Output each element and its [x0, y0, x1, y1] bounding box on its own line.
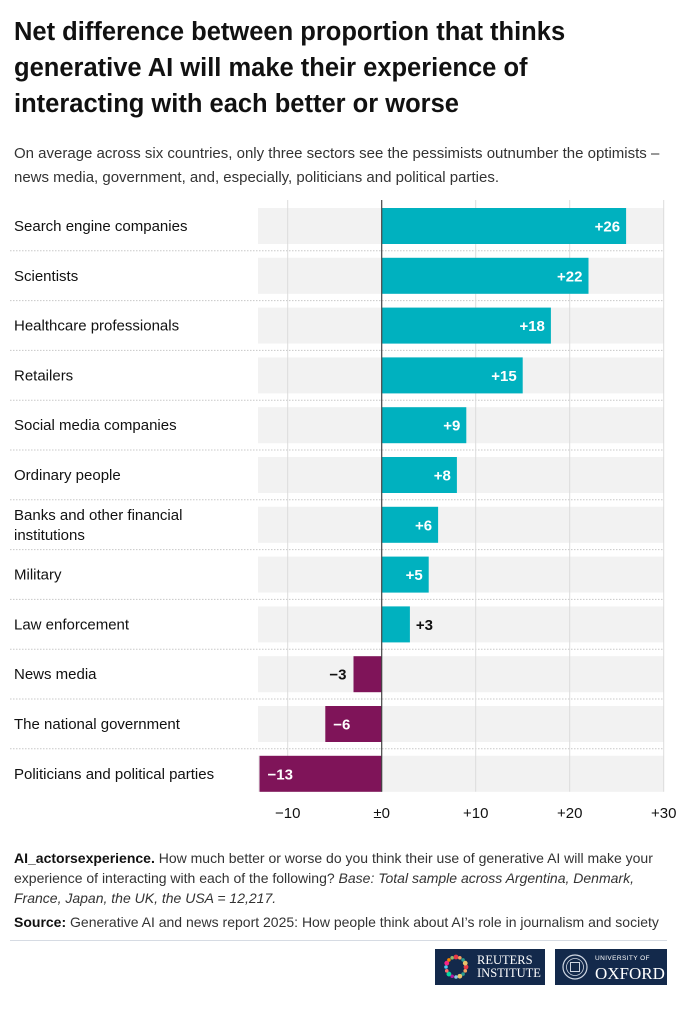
- bar: [381, 208, 627, 244]
- bar: [381, 606, 410, 643]
- chart-title: Net difference between proportion that t…: [14, 18, 566, 118]
- x-tick-label: +30: [651, 805, 676, 822]
- bar: [381, 506, 439, 543]
- value-label: +8: [434, 468, 451, 485]
- category-label-line: Search engine companies: [14, 218, 187, 235]
- bar: [381, 257, 589, 294]
- category-label: Ordinary people: [14, 467, 121, 484]
- divider: [10, 940, 667, 941]
- reuters-institute-logo: REUTERS INSTITUTE: [435, 949, 545, 985]
- logo-dot: [446, 971, 452, 977]
- category-label: Politicians and political parties: [14, 766, 214, 783]
- value-label: +15: [491, 368, 516, 385]
- bar-chart: −10 ±0 +10 +20 +30 Search engine companies +26…: [10, 200, 676, 822]
- logo-dot: [447, 958, 451, 962]
- logo-dot: [444, 960, 450, 966]
- value-label: +9: [443, 418, 460, 435]
- bar: [353, 656, 382, 693]
- row-background: [258, 656, 664, 693]
- logo-dot: [463, 969, 468, 973]
- reuters-dots-icon: [444, 954, 469, 979]
- category-label-line: Scientists: [14, 268, 78, 285]
- logo-dot: [462, 960, 468, 966]
- logo-dot: [450, 974, 454, 979]
- category-label: Banks and other financial institutions: [14, 507, 182, 544]
- row-background: [258, 706, 664, 742]
- x-tick-label: +20: [557, 805, 582, 822]
- bar: [381, 407, 467, 444]
- category-label: Search engine companies: [14, 218, 187, 235]
- value-label: +3: [416, 617, 433, 634]
- category-label: News media: [14, 666, 97, 683]
- logos-row: REUTERS INSTITUTE UNIVERSITY OF OXFORD: [14, 949, 667, 995]
- note-text: How much better or worse do you think th…: [14, 850, 653, 886]
- category-label: Social media companies: [14, 417, 177, 434]
- row-background: [258, 556, 664, 593]
- bar: [381, 556, 429, 593]
- category-label-line: Law enforcement: [14, 616, 130, 633]
- category-label-line: Military: [14, 567, 62, 584]
- category-label-line: The national government: [14, 716, 181, 733]
- x-tick-label: ±0: [373, 805, 390, 822]
- source-note: Source: Generative AI and news report 20…: [14, 912, 664, 932]
- question-note: AI_actorsexperience. How much better or …: [14, 848, 664, 908]
- category-label-line: Retailers: [14, 367, 73, 384]
- row-background: [258, 457, 664, 493]
- category-label-line: News media: [14, 666, 97, 683]
- logo-dot: [461, 972, 465, 976]
- category-label: Healthcare professionals: [14, 318, 179, 335]
- value-label: +22: [557, 268, 582, 285]
- logo-text: REUTERS: [477, 953, 533, 967]
- logo-dot: [444, 965, 448, 969]
- logo-dot: [450, 955, 454, 960]
- source-label: Source:: [14, 914, 67, 930]
- value-label: +18: [519, 318, 544, 335]
- row-background: [258, 506, 664, 543]
- logo-dot: [444, 969, 449, 973]
- oxford-logo: UNIVERSITY OF OXFORD: [555, 949, 667, 985]
- value-label: −3: [329, 667, 346, 684]
- category-label: Scientists: [14, 268, 78, 285]
- chart-subtitle: On average across six countries, only th…: [14, 145, 660, 186]
- category-label: Military: [14, 567, 62, 584]
- x-tick-label: +10: [463, 805, 488, 822]
- note-base: Base: Total sample across Argentina, Den…: [14, 870, 634, 906]
- value-label: −13: [268, 766, 293, 783]
- value-label: −6: [333, 717, 350, 734]
- logo-dot: [454, 975, 458, 979]
- logo-dot: [461, 958, 465, 962]
- bar: [381, 307, 551, 344]
- source-text: Generative AI and news report 2025: How …: [70, 914, 659, 930]
- bar: [259, 755, 382, 792]
- logo-dot: [457, 973, 463, 979]
- x-tick-label: −10: [275, 805, 300, 822]
- category-label-line: Politicians and political parties: [14, 766, 214, 783]
- value-label: +6: [415, 517, 432, 534]
- logo-dot: [463, 964, 469, 970]
- category-label-line: Ordinary people: [14, 467, 121, 484]
- category-label: The national government: [14, 716, 181, 733]
- logo-dot: [458, 955, 462, 960]
- category-label-line: Banks and other financial: [14, 507, 182, 524]
- logo-text: INSTITUTE: [477, 966, 541, 980]
- category-label-line: Social media companies: [14, 417, 177, 434]
- value-label: +26: [595, 219, 620, 236]
- logo-text: UNIVERSITY OF: [595, 954, 650, 962]
- oxford-crest-icon: [562, 954, 588, 980]
- category-label: Law enforcement: [14, 616, 130, 633]
- category-label-line: institutions: [14, 527, 85, 544]
- category-label-line: Healthcare professionals: [14, 318, 179, 335]
- bar: [381, 357, 523, 394]
- bar: [325, 706, 382, 742]
- category-label: Retailers: [14, 367, 73, 384]
- value-label: +5: [406, 567, 423, 584]
- bar: [381, 457, 457, 493]
- logo-text: OXFORD: [595, 963, 665, 983]
- logo-dot: [453, 954, 459, 960]
- row-background: [258, 606, 664, 643]
- note-label: AI_actorsexperience.: [14, 850, 155, 866]
